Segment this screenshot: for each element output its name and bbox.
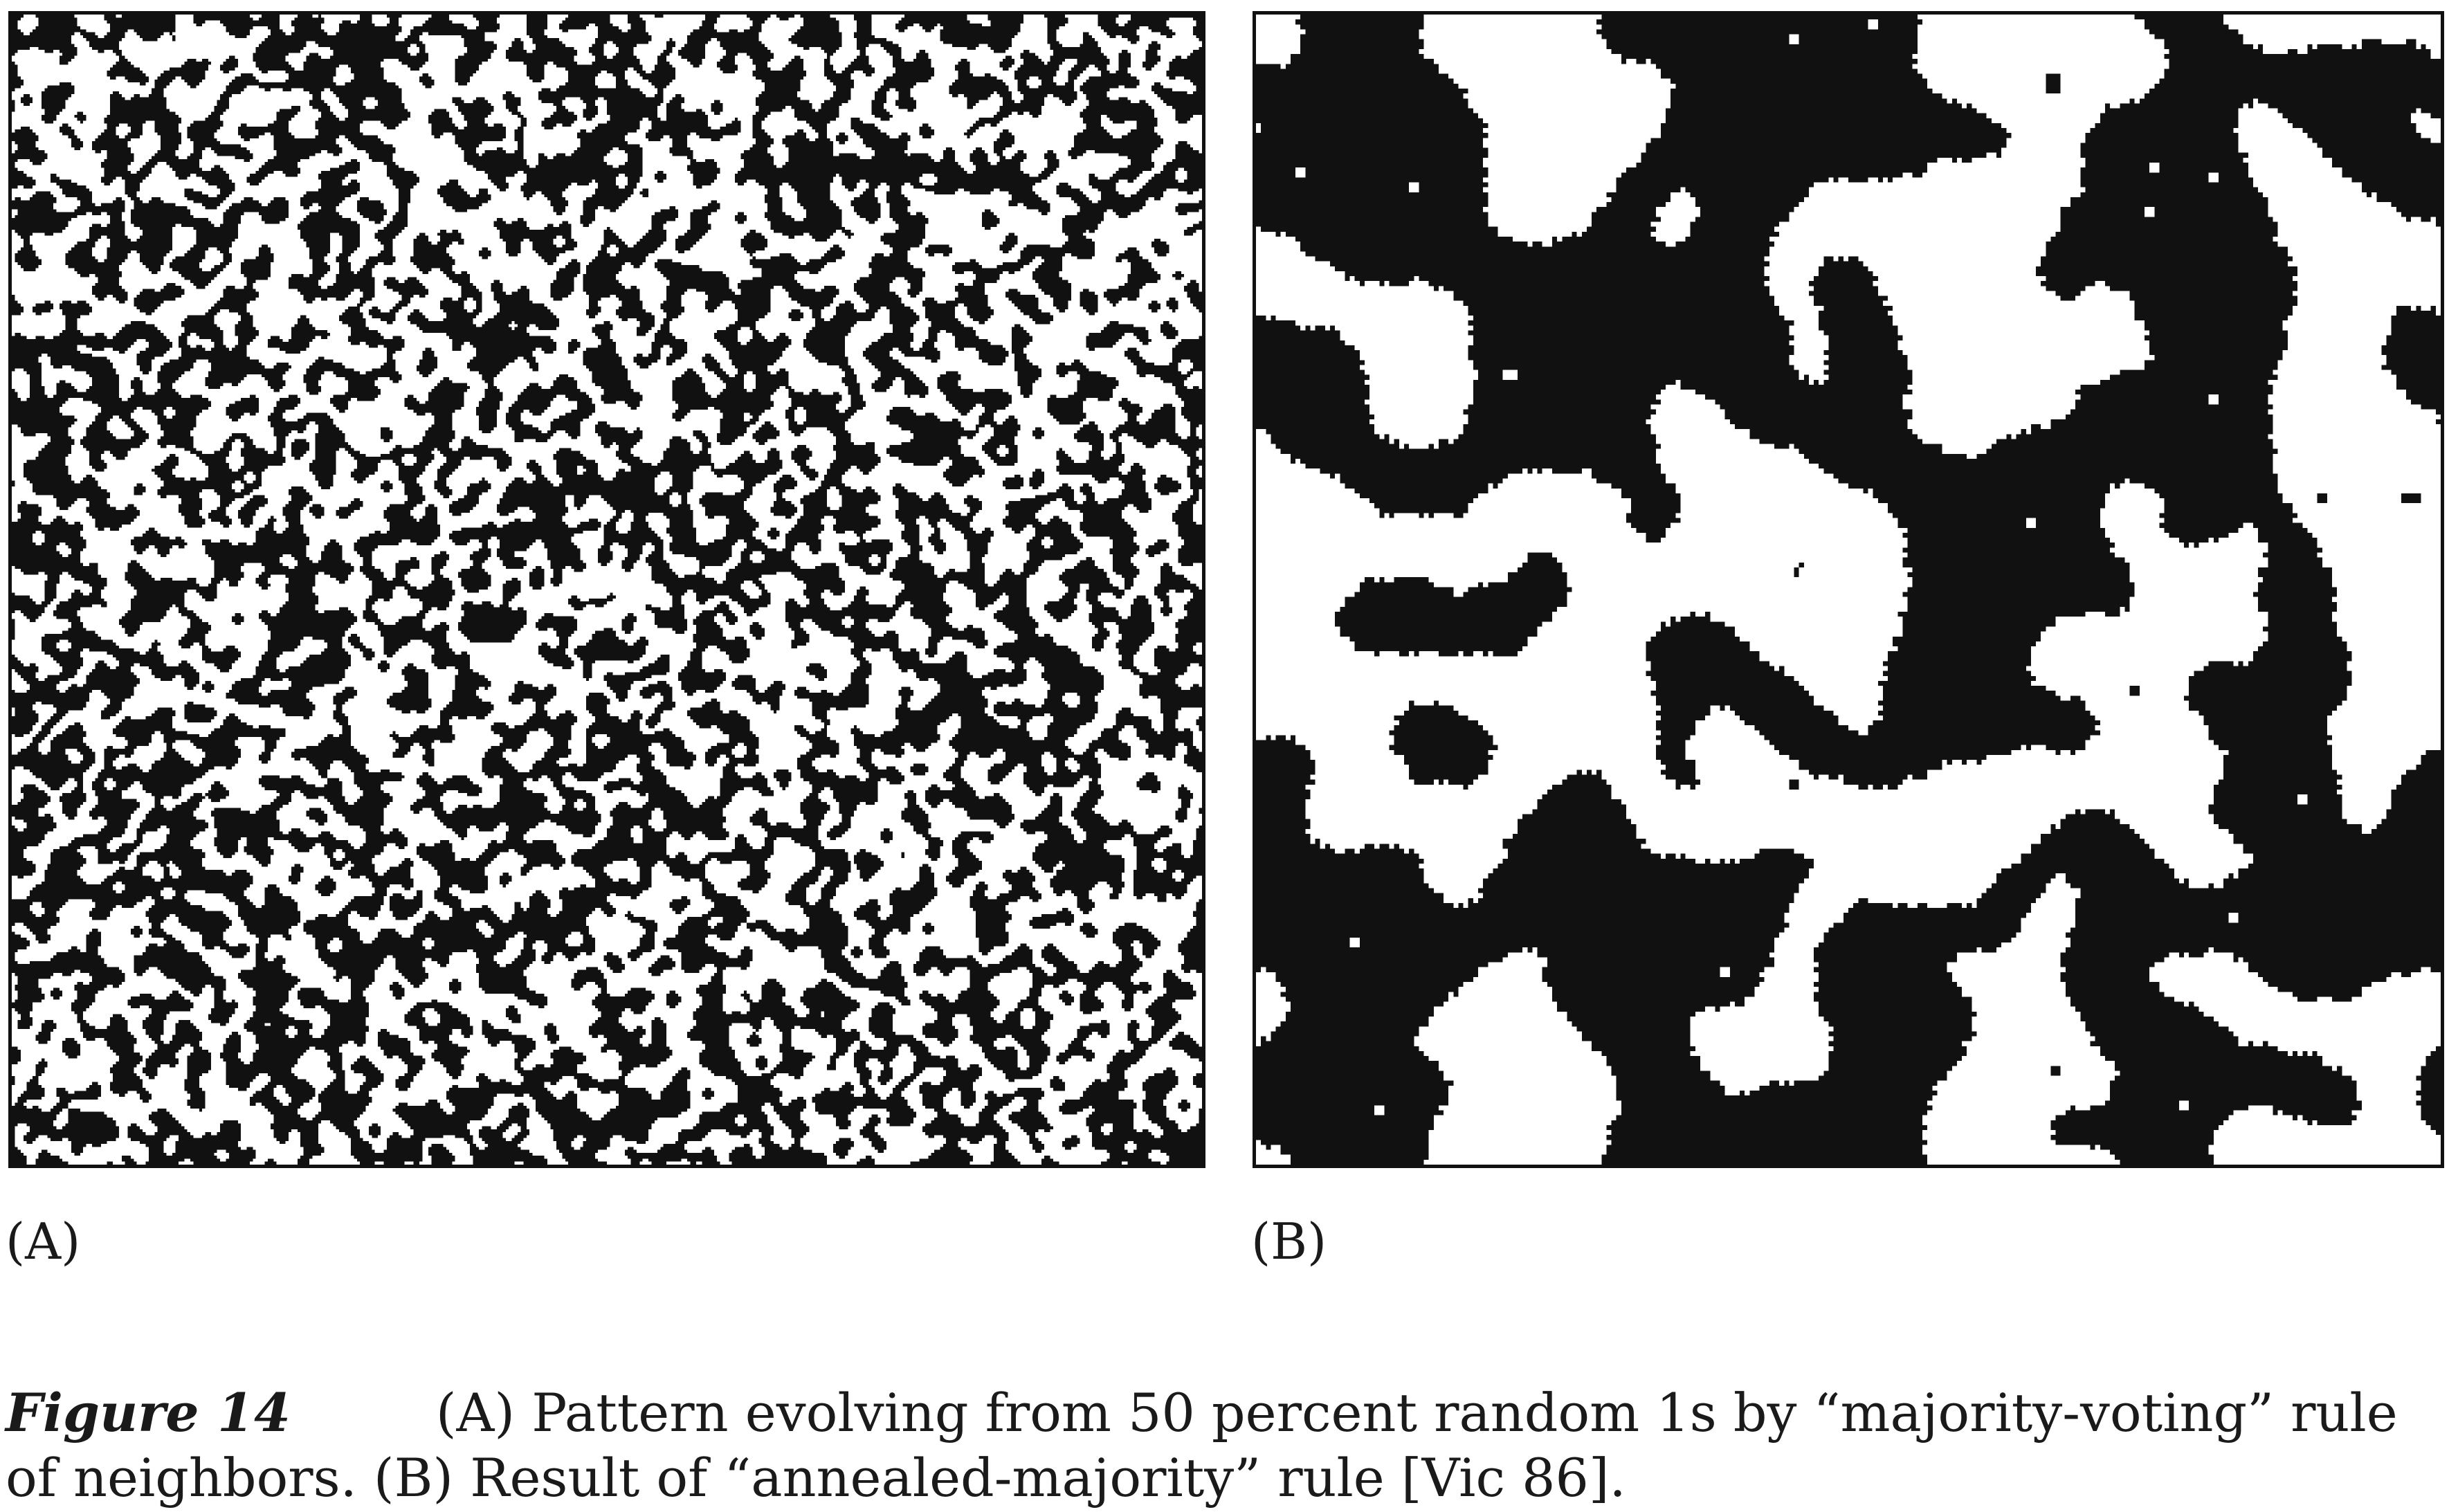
figure-caption: Figure 14 (A) Pattern evolving from 50 pe…	[6, 1381, 2445, 1511]
panel-a-image	[8, 11, 1205, 1168]
majority-voting-pattern	[12, 15, 1202, 1165]
panel-b-label: (B)	[1251, 1212, 1327, 1270]
figure-number: Figure 14	[6, 1382, 291, 1443]
annealed-majority-pattern	[1256, 15, 2441, 1165]
panel-a-label: (A)	[6, 1212, 81, 1270]
pattern-cells	[1256, 15, 2441, 1165]
pattern-cells	[12, 15, 1202, 1165]
panel-b-image	[1253, 11, 2444, 1168]
caption-text: (A) Pattern evolving from 50 percent ran…	[6, 1382, 2398, 1509]
